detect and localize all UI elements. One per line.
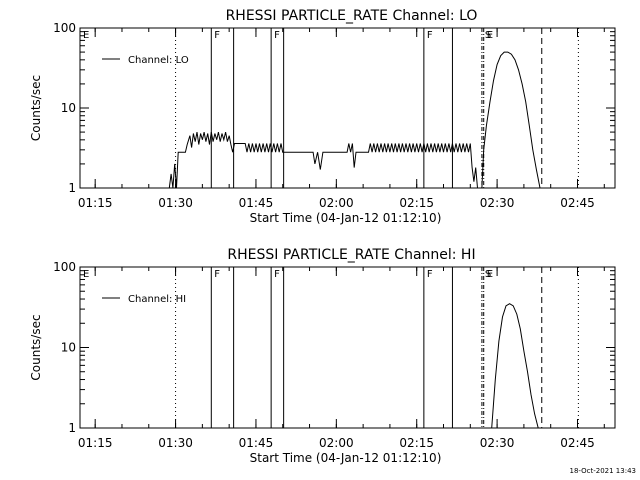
y-axis-label: Counts/sec: [29, 314, 43, 380]
event-marker-label: E: [487, 30, 493, 41]
event-marker-label: E: [83, 30, 89, 41]
legend-label: Channel: LO: [128, 55, 189, 66]
chart-title: RHESSI PARTICLE_RATE Channel: LO: [226, 8, 478, 24]
series-line: [491, 303, 539, 429]
x-tick-label: 02:30: [480, 436, 515, 450]
x-tick-label: 02:15: [399, 436, 434, 450]
x-tick-label: 02:30: [480, 196, 515, 210]
event-marker-label: F: [427, 30, 433, 41]
event-marker-label: S: [485, 269, 491, 280]
x-tick-label: 02:00: [319, 436, 354, 450]
x-tick-label: 01:15: [78, 196, 113, 210]
x-tick-label: 01:30: [158, 436, 193, 450]
x-tick-label: 02:00: [319, 196, 354, 210]
event-marker-label: F: [427, 269, 433, 280]
footer-timestamp: 18-Oct-2021 13:43: [569, 467, 636, 475]
series-line: [168, 131, 478, 189]
x-tick-label: 02:45: [560, 436, 595, 450]
y-tick-label: 1: [68, 421, 76, 435]
x-tick-label: 01:45: [239, 196, 274, 210]
y-tick-label: 100: [53, 21, 76, 35]
x-axis-label: Start Time (04-Jan-12 01:12:10): [250, 451, 442, 465]
plot-frame: [79, 27, 616, 189]
y-tick-label: 10: [61, 341, 76, 355]
y-tick-label: 100: [53, 260, 76, 274]
event-marker-label: F: [214, 269, 220, 280]
y-tick-label: 10: [61, 101, 76, 115]
y-axis-label: Counts/sec: [29, 75, 43, 141]
x-tick-label: 02:45: [560, 196, 595, 210]
x-tick-label: 01:15: [78, 436, 113, 450]
plot-frame: [79, 266, 616, 429]
x-axis-label: Start Time (04-Jan-12 01:12:10): [250, 211, 442, 225]
y-tick-label: 1: [68, 181, 76, 195]
event-marker-label: F: [214, 30, 220, 41]
event-marker-label: F: [274, 30, 280, 41]
x-tick-label: 01:30: [158, 196, 193, 210]
event-marker-label: E: [83, 269, 89, 280]
x-tick-label: 02:15: [399, 196, 434, 210]
legend-label: Channel: HI: [128, 294, 186, 305]
series-line: [481, 51, 541, 189]
event-marker-label: F: [274, 269, 280, 280]
event-marker-label: E: [487, 269, 493, 280]
x-tick-label: 01:45: [239, 436, 274, 450]
event-marker-label: S: [485, 30, 491, 41]
chart-title: RHESSI PARTICLE_RATE Channel: HI: [227, 247, 475, 263]
